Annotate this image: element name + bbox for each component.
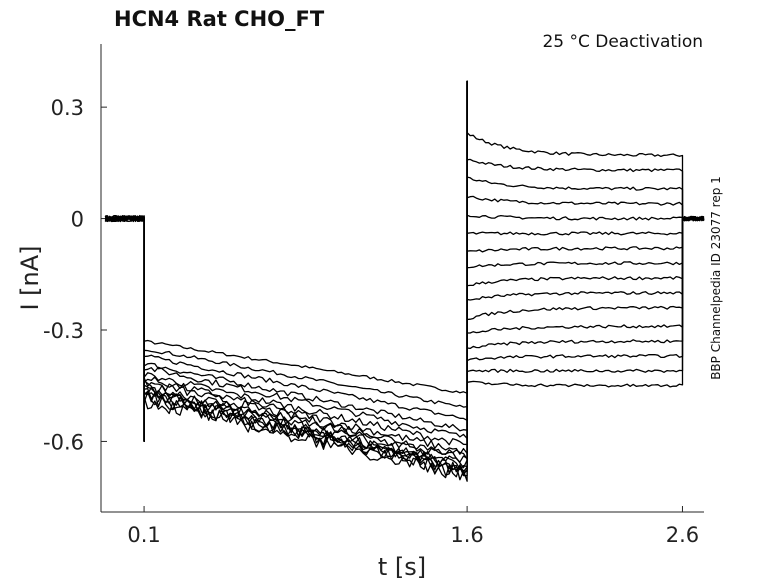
current-trace	[104, 80, 705, 443]
y-axis-ticks: 0.3 0 -0.3 -0.6	[43, 96, 107, 454]
current-trace	[105, 80, 705, 473]
x-tick-label: 0.1	[127, 523, 160, 547]
current-trace	[104, 80, 705, 443]
current-trace	[104, 80, 705, 460]
current-trace	[104, 80, 705, 463]
current-trace	[104, 80, 705, 482]
x-tick-label: 1.6	[450, 523, 483, 547]
y-tick-label: 0	[71, 208, 84, 232]
x-axis-ticks: 0.1 1.6 2.6	[127, 506, 699, 547]
current-trace	[104, 80, 705, 455]
current-trace	[105, 80, 705, 443]
y-tick-label: -0.3	[43, 319, 84, 343]
x-tick-label: 2.6	[666, 523, 699, 547]
y-tick-label: -0.6	[43, 430, 84, 454]
current-trace	[104, 80, 705, 476]
chart-title: HCN4 Rat CHO_FT	[114, 7, 325, 31]
current-trace	[104, 80, 705, 443]
x-axis-label: t [s]	[378, 553, 426, 581]
plot-area	[104, 80, 705, 482]
current-trace	[104, 80, 705, 443]
y-axis-label: I [nA]	[16, 245, 44, 310]
current-trace	[105, 80, 705, 479]
side-label: BBP Channelpedia ID 23077 rep 1	[709, 176, 723, 380]
y-tick-label: 0.3	[51, 96, 84, 120]
chart-annotation: 25 °C Deactivation	[542, 32, 703, 52]
